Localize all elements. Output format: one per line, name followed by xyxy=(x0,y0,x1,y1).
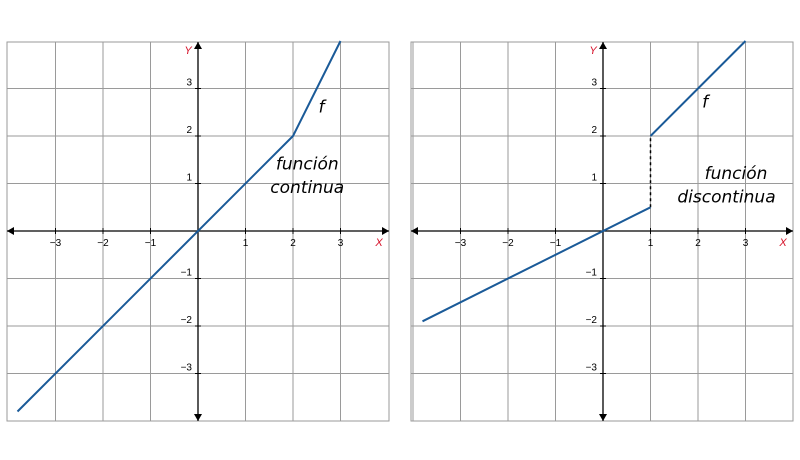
y-tick-label: −3 xyxy=(586,363,598,374)
graph-panel-discontinuous: −3 −2 −1 1 2 3 3 2 1 −1 −2 −3 X Yf función discontinua xyxy=(410,40,794,422)
function-name-label: f xyxy=(702,93,711,113)
x-tick-label: −2 xyxy=(502,238,514,249)
function-name-label: f xyxy=(319,97,328,117)
y-axis-label: Y xyxy=(589,45,597,57)
x-axis-label: X xyxy=(778,237,787,249)
y-tick-label: −1 xyxy=(181,268,193,279)
function-f-segment-2 xyxy=(649,40,747,137)
annotation-label: discontinua xyxy=(677,188,775,208)
x-tick-label: −1 xyxy=(145,238,157,249)
x-tick-label: −3 xyxy=(455,238,467,249)
x-axis-right-arrow-icon xyxy=(786,227,793,235)
x-tick-label: 3 xyxy=(338,238,344,249)
y-axis-down-arrow-icon xyxy=(599,414,607,421)
y-axis-down-arrow-icon xyxy=(194,414,202,421)
y-axis-up-arrow-icon xyxy=(194,42,202,49)
x-tick-label: 2 xyxy=(695,238,701,249)
x-axis-left-arrow-icon xyxy=(7,227,14,235)
y-tick-label: 2 xyxy=(186,125,192,136)
graph-panel-continuous: −3 −2 −1 1 2 3 3 2 1 −1 −2 −3 X Yf función continua xyxy=(6,40,390,422)
annotation-label: función xyxy=(276,154,339,174)
x-axis-left-arrow-icon xyxy=(411,227,418,235)
y-axis-label: Y xyxy=(184,45,192,57)
y-tick-label: 3 xyxy=(186,78,192,89)
function-f-segment-1 xyxy=(16,40,342,413)
y-tick-label: −2 xyxy=(586,315,598,326)
x-tick-label: 1 xyxy=(648,238,654,249)
y-tick-label: −1 xyxy=(586,268,598,279)
x-tick-label: −2 xyxy=(97,238,109,249)
annotation-label: continua xyxy=(270,178,344,198)
function-f-segment-1 xyxy=(422,206,651,323)
y-tick-label: 3 xyxy=(591,78,597,89)
y-tick-label: 1 xyxy=(186,173,192,184)
x-tick-label: 1 xyxy=(243,238,249,249)
x-tick-label: −3 xyxy=(50,238,62,249)
y-axis-up-arrow-icon xyxy=(599,42,607,49)
y-tick-label: 2 xyxy=(591,125,597,136)
annotation-label: función xyxy=(705,164,768,184)
x-tick-label: 3 xyxy=(743,238,749,249)
y-tick-label: −2 xyxy=(181,315,193,326)
x-tick-label: −1 xyxy=(550,238,562,249)
x-axis-label: X xyxy=(374,237,383,249)
x-tick-label: 2 xyxy=(290,238,296,249)
y-tick-label: −3 xyxy=(181,363,193,374)
x-axis-right-arrow-icon xyxy=(382,227,389,235)
y-tick-label: 1 xyxy=(591,173,597,184)
